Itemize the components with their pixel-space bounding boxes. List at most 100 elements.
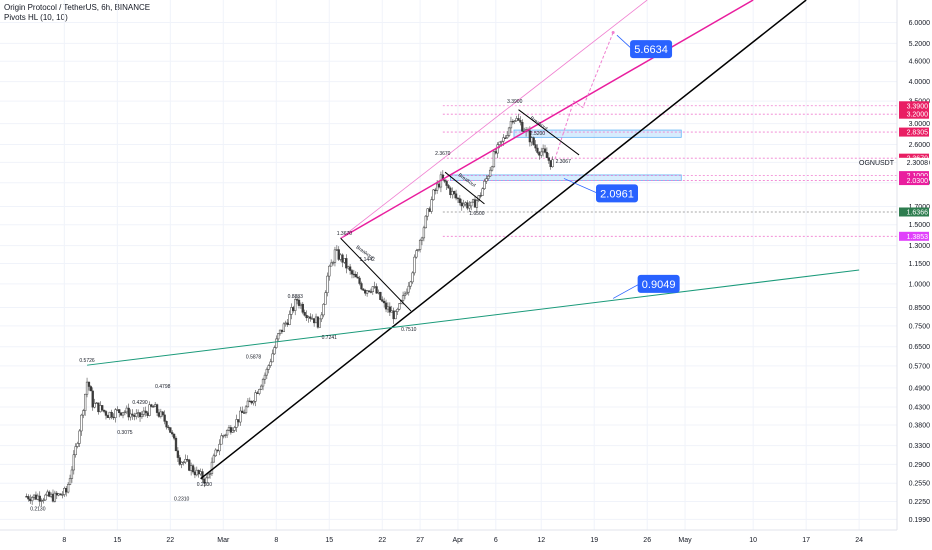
candle-body bbox=[500, 140, 503, 143]
support-zone bbox=[449, 174, 682, 181]
price-badge bbox=[899, 207, 929, 217]
candle-body bbox=[462, 203, 465, 207]
candle-body bbox=[246, 400, 250, 408]
trend-line bbox=[340, 237, 412, 312]
candle-body bbox=[174, 437, 178, 452]
candle-body bbox=[227, 427, 231, 431]
candle-body bbox=[405, 291, 409, 295]
candle-body bbox=[413, 256, 416, 274]
candle-body bbox=[239, 410, 242, 423]
pivot-label: 0.2130 bbox=[30, 506, 46, 512]
callout-leader bbox=[612, 283, 640, 299]
candle-body bbox=[265, 369, 268, 376]
candle-body bbox=[193, 471, 197, 476]
candle-body bbox=[292, 307, 295, 311]
candle-body bbox=[475, 200, 479, 208]
candle-body bbox=[40, 500, 43, 502]
candle-body bbox=[301, 303, 304, 313]
candle-body bbox=[169, 427, 172, 433]
support-zone bbox=[513, 129, 682, 138]
candle-body bbox=[222, 435, 225, 437]
grid-lines bbox=[0, 0, 897, 530]
candle-body bbox=[312, 318, 316, 324]
price-tick-label: 1.3000 bbox=[909, 243, 931, 250]
candle-body bbox=[432, 189, 435, 201]
trend-lines bbox=[86, 0, 860, 480]
candle-body bbox=[311, 318, 314, 320]
candle-body bbox=[278, 329, 282, 334]
candle-body bbox=[509, 121, 513, 129]
candle-body bbox=[411, 272, 414, 283]
time-tick-label: May bbox=[678, 537, 692, 544]
candle-body bbox=[148, 404, 151, 416]
time-tick-label: 10 bbox=[749, 537, 757, 544]
candle-body bbox=[417, 249, 420, 251]
candle-body bbox=[258, 389, 261, 394]
trend-line bbox=[200, 0, 807, 480]
candle-body bbox=[224, 434, 227, 437]
candle-body bbox=[61, 494, 64, 496]
price-callouts: 5.6634 2.0961 0.9049 bbox=[563, 34, 680, 299]
candle-body bbox=[182, 461, 185, 464]
candle-body bbox=[108, 411, 111, 418]
candle-body bbox=[549, 160, 552, 168]
candle-body bbox=[534, 144, 537, 149]
trend-line bbox=[340, 0, 648, 239]
candle-body bbox=[242, 412, 246, 414]
candle-body bbox=[407, 285, 410, 293]
pivot-label: 3.3900 bbox=[507, 99, 523, 105]
candle-body bbox=[89, 386, 92, 392]
price-tick-label: 1.0000 bbox=[909, 281, 931, 288]
time-tick-label: Apr bbox=[453, 537, 465, 544]
candle-body bbox=[468, 205, 471, 209]
candle-body bbox=[290, 307, 293, 315]
price-badge-label: 2.3008 bbox=[907, 160, 929, 167]
price-badge bbox=[899, 109, 929, 119]
candle-body bbox=[345, 258, 348, 269]
candle-body bbox=[241, 410, 244, 413]
candle-body bbox=[314, 316, 318, 324]
candle-body bbox=[328, 265, 331, 277]
callout-value: 2.0961 bbox=[600, 188, 634, 200]
candle-body bbox=[365, 290, 369, 294]
candle-body bbox=[375, 286, 378, 294]
candle-body bbox=[347, 266, 350, 269]
candle-body bbox=[447, 185, 450, 189]
candle-body bbox=[494, 151, 497, 154]
candle-body bbox=[140, 414, 144, 418]
pivot-label: 2.5200 bbox=[530, 131, 546, 137]
candle-body bbox=[55, 492, 58, 496]
callout-value: 5.6634 bbox=[634, 44, 668, 56]
price-badge bbox=[899, 101, 929, 111]
price-tick-label: 0.7500 bbox=[909, 323, 931, 330]
candle-body bbox=[125, 407, 128, 413]
candle-body bbox=[435, 183, 439, 191]
candle-body bbox=[443, 179, 446, 182]
candle-body bbox=[82, 410, 85, 416]
trend-line bbox=[518, 109, 580, 156]
candle-body bbox=[295, 299, 299, 301]
candle-body bbox=[97, 402, 100, 413]
candle-body bbox=[470, 201, 473, 207]
projection-path bbox=[554, 32, 614, 160]
candle-body bbox=[396, 308, 399, 312]
candle-body bbox=[286, 322, 289, 325]
candle-body bbox=[44, 494, 47, 501]
candle-body bbox=[85, 381, 89, 395]
candle-body bbox=[341, 254, 344, 263]
candle-body bbox=[471, 199, 475, 203]
candle-body bbox=[63, 488, 66, 495]
candle-body bbox=[212, 455, 215, 463]
price-tick-label: 1.5000 bbox=[909, 222, 931, 229]
time-tick-label: 15 bbox=[325, 537, 333, 544]
candle-body bbox=[220, 435, 223, 445]
candle-body bbox=[515, 118, 518, 122]
candle-body bbox=[129, 413, 132, 418]
candle-body bbox=[284, 322, 287, 325]
candle-body bbox=[250, 400, 253, 404]
candle-body bbox=[369, 291, 373, 293]
candle-body bbox=[273, 347, 276, 355]
candle-body bbox=[95, 402, 98, 404]
candle-body bbox=[229, 427, 233, 433]
